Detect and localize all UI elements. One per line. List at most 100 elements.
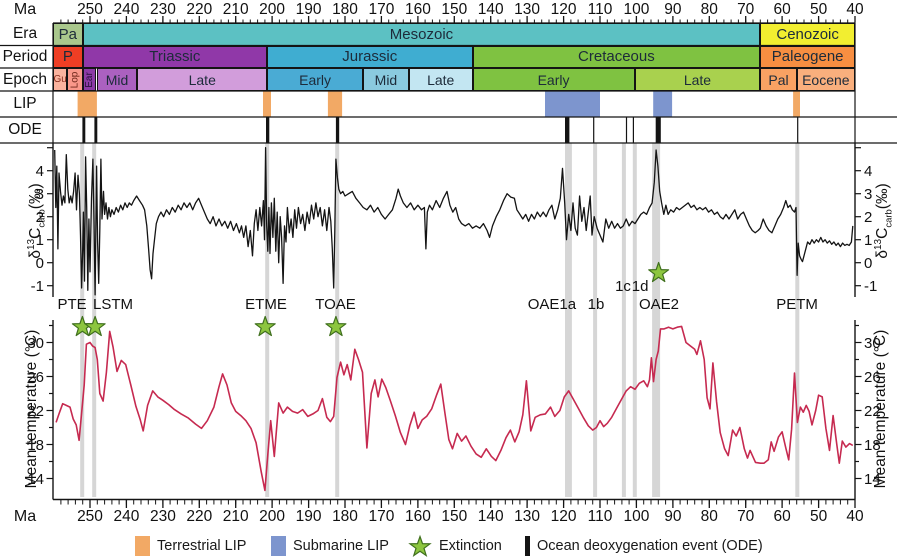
top-tick-label: 250 bbox=[77, 1, 103, 18]
top-tick-label: 80 bbox=[701, 1, 719, 18]
top-tick-label: 140 bbox=[478, 1, 504, 18]
temp-tick-label-right: 26 bbox=[864, 369, 881, 386]
d13c-tick-label-right: 3 bbox=[864, 186, 872, 203]
top-tick-label: 120 bbox=[551, 1, 577, 18]
period-box-label: Paleogene bbox=[771, 48, 844, 66]
submarine-lip-bar bbox=[545, 91, 600, 117]
terrestrial-lip-bar bbox=[793, 91, 800, 117]
event-band-1b bbox=[593, 143, 598, 497]
epoch-box-pal: Pal bbox=[760, 68, 797, 91]
temp-tick-label-left: 18 bbox=[27, 437, 44, 454]
bottom-tick-label: 200 bbox=[259, 508, 285, 525]
temp-tick-label-right: 22 bbox=[864, 403, 881, 420]
d13c-tick-label-right: 4 bbox=[864, 163, 872, 180]
epoch-box-label: Early bbox=[537, 71, 570, 88]
period-row-label: Period bbox=[2, 47, 48, 65]
temp-tick-label-left: 22 bbox=[27, 403, 44, 420]
epoch-box-label: Mid bbox=[105, 71, 129, 88]
bottom-tick-label: 70 bbox=[737, 508, 755, 525]
event-band-1c bbox=[621, 143, 626, 497]
bottom-tick-label: 240 bbox=[113, 508, 139, 525]
bottom-tick-label: 110 bbox=[588, 508, 613, 525]
temp-tick-label-right: 18 bbox=[864, 437, 881, 454]
top-tick-label: 220 bbox=[186, 1, 212, 18]
lip-row-label: LIP bbox=[13, 95, 37, 112]
d13c-tick-label-left: 1 bbox=[36, 232, 44, 249]
legend-item-label: Extinction bbox=[439, 538, 502, 554]
bottom-tick-label: 180 bbox=[332, 508, 358, 525]
top-tick-label: 180 bbox=[332, 1, 358, 18]
d13c-curve bbox=[54, 147, 854, 296]
ode-bar bbox=[632, 117, 634, 143]
ma-label-bottom: Ma bbox=[14, 508, 36, 525]
event-label-1d: 1d bbox=[632, 278, 649, 295]
period-box-label: Jurassic bbox=[342, 48, 398, 66]
extinction-star-icon bbox=[408, 534, 432, 557]
period-box-triassic: Triassic bbox=[82, 45, 267, 68]
era-box-label: Mesozoic bbox=[389, 25, 454, 43]
ode-bar bbox=[797, 117, 799, 143]
extinction-star-TOAE bbox=[325, 315, 347, 337]
ode-bar bbox=[565, 117, 570, 143]
top-tick-label: 150 bbox=[441, 1, 467, 18]
legend-item-label: Terrestrial LIP bbox=[157, 538, 247, 554]
axis-title-part: (‰) bbox=[27, 183, 45, 210]
legend-item-label: Submarine LIP bbox=[293, 538, 389, 554]
top-tick-label: 90 bbox=[664, 1, 682, 18]
extinction-star-ETME bbox=[254, 315, 276, 337]
bottom-tick-label: 220 bbox=[186, 508, 212, 525]
ode-bar bbox=[266, 117, 270, 143]
d13c-axis-title-right: δ13Ccarb(‰) bbox=[868, 121, 894, 321]
extinction-star-LSTM bbox=[84, 315, 106, 337]
d13c-tick-label-left: 2 bbox=[36, 209, 44, 226]
epoch-box-label: Eocene bbox=[802, 71, 850, 88]
extinction-star-icon bbox=[408, 534, 432, 557]
legend-item-extinction: Extinction bbox=[408, 533, 502, 559]
legend-item-terrestrial-lip: Terrestrial LIP bbox=[135, 533, 246, 559]
temp-tick-label-left: 26 bbox=[27, 369, 44, 386]
axis-title-part: 13 bbox=[26, 238, 37, 250]
bottom-tick-label: 230 bbox=[150, 508, 176, 525]
top-tick-label: 70 bbox=[737, 1, 755, 18]
event-bands bbox=[80, 143, 800, 497]
ode-bar bbox=[335, 117, 340, 143]
d13c-tick-label-left: 3 bbox=[36, 186, 44, 203]
bottom-tick-label: 50 bbox=[810, 508, 828, 525]
bottom-tick-label: 80 bbox=[701, 508, 719, 525]
top-tick-label: 100 bbox=[623, 1, 649, 18]
bottom-tick-label: 190 bbox=[296, 508, 322, 525]
temp-tick-label-right: 30 bbox=[864, 335, 881, 352]
top-tick-label: 60 bbox=[773, 1, 791, 18]
frame-lines bbox=[0, 22, 897, 501]
top-tick-label: 240 bbox=[113, 1, 139, 18]
legend-item-ocean-deoxygenation-event-ode-: Ocean deoxygenation event (ODE) bbox=[525, 533, 763, 559]
d13c-axis-title-left: δ13Ccarb(‰) bbox=[21, 121, 47, 321]
axis-title-part: 13 bbox=[873, 238, 884, 250]
event-label-TOAE: TOAE bbox=[315, 296, 356, 313]
temp-tick-label-right: 14 bbox=[864, 471, 881, 488]
epoch-box-label: Late bbox=[683, 71, 712, 88]
ode-bar-icon bbox=[525, 536, 530, 556]
ode-bar bbox=[593, 117, 595, 143]
lip-bars bbox=[77, 91, 800, 117]
bottom-tick-label: 90 bbox=[664, 508, 682, 525]
axis-title-part: carb bbox=[883, 209, 895, 228]
top-tick-label: 50 bbox=[810, 1, 828, 18]
bottom-tick-label: 130 bbox=[514, 508, 540, 525]
ode-bars bbox=[82, 117, 799, 143]
bottom-tick-label: 170 bbox=[368, 508, 394, 525]
event-label-1c: 1c bbox=[615, 278, 631, 295]
bottom-tick-label: 160 bbox=[405, 508, 431, 525]
lip-swatch-icon bbox=[271, 536, 286, 556]
temp-tick-label-left: 30 bbox=[27, 335, 44, 352]
epoch-box-label: Pal bbox=[768, 71, 789, 88]
legend-item-label: Ocean deoxygenation event (ODE) bbox=[537, 538, 763, 554]
axis-title-part: C bbox=[27, 227, 45, 239]
bottom-tick-label: 40 bbox=[846, 508, 864, 525]
bottom-tick-label: 210 bbox=[223, 508, 249, 525]
bottom-tick-label: 140 bbox=[478, 508, 504, 525]
era-box-label: Cenozoic bbox=[776, 25, 839, 43]
axis-title-part: (‰) bbox=[874, 183, 892, 210]
